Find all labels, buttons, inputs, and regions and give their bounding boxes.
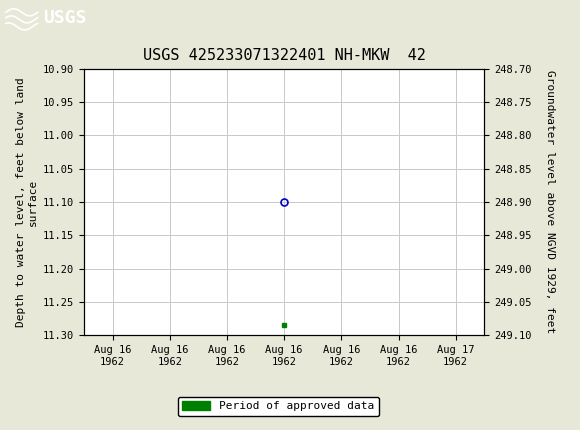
- Y-axis label: Depth to water level, feet below land
surface: Depth to water level, feet below land su…: [16, 77, 38, 327]
- Text: USGS: USGS: [44, 9, 87, 27]
- Y-axis label: Groundwater level above NGVD 1929, feet: Groundwater level above NGVD 1929, feet: [545, 71, 556, 334]
- Title: USGS 425233071322401 NH-MKW  42: USGS 425233071322401 NH-MKW 42: [143, 49, 426, 64]
- Legend: Period of approved data: Period of approved data: [178, 397, 379, 416]
